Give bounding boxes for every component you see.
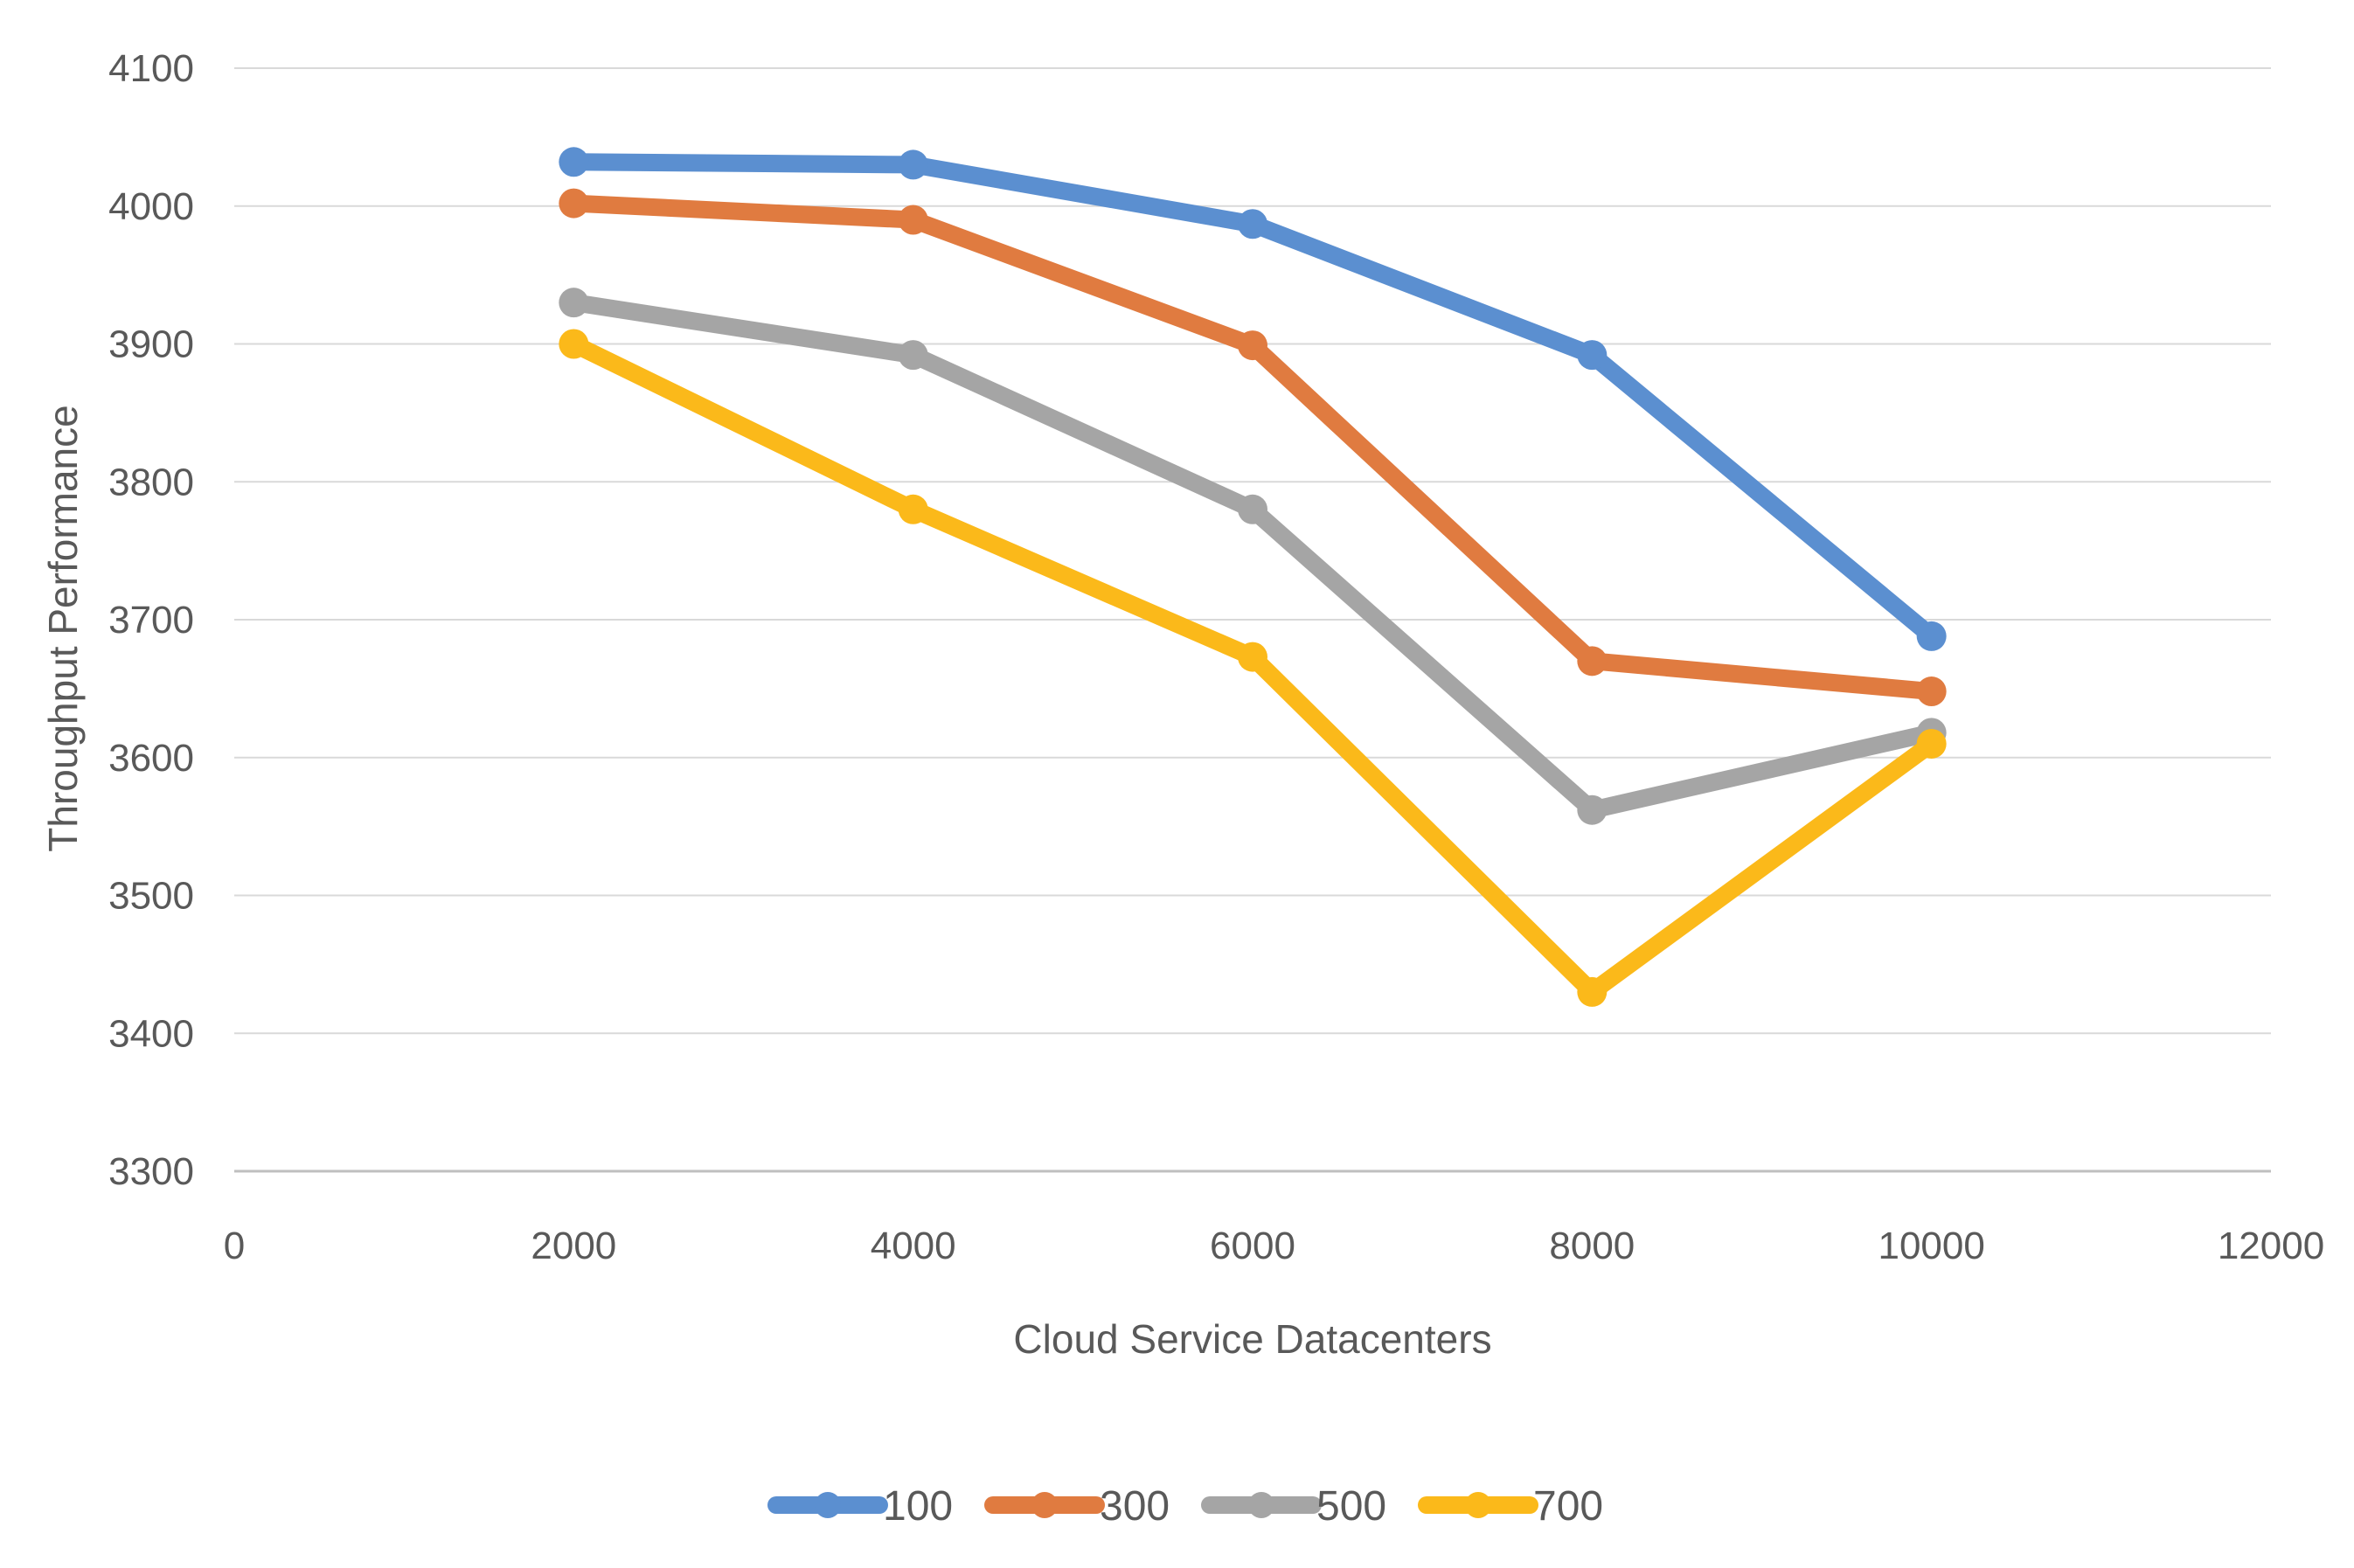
- data-point-300-4000: [898, 205, 928, 235]
- y-tick-label-3600: 3600: [108, 737, 194, 780]
- data-point-300-2000: [559, 188, 589, 219]
- data-point-700-8000: [1577, 976, 1608, 1007]
- legend-label-300: 300: [1100, 1483, 1170, 1530]
- y-tick-label-4000: 4000: [108, 185, 194, 228]
- data-point-500-2000: [559, 288, 589, 318]
- data-point-500-4000: [898, 340, 928, 371]
- series-700: [559, 329, 1947, 1007]
- data-point-100-8000: [1577, 340, 1608, 371]
- y-tick-label-3300: 3300: [108, 1150, 194, 1193]
- x-tick-label-0: 0: [224, 1225, 245, 1267]
- legend-item-700: 700: [1418, 1483, 1603, 1530]
- legend-label-100: 100: [883, 1483, 953, 1530]
- legend-marker-700: [1465, 1492, 1491, 1518]
- legend-item-300: 300: [984, 1483, 1170, 1530]
- legend-item-100: 100: [767, 1483, 953, 1530]
- data-point-700-2000: [559, 329, 589, 359]
- x-tick-label-4000: 4000: [871, 1225, 956, 1267]
- y-axis-title: Throughput Performance: [40, 405, 86, 851]
- legend-label-700: 700: [1533, 1483, 1603, 1530]
- data-point-500-6000: [1238, 494, 1267, 524]
- data-point-700-6000: [1238, 642, 1267, 672]
- data-point-100-10000: [1916, 621, 1947, 651]
- x-tick-label-12000: 12000: [2218, 1225, 2324, 1267]
- y-tick-label-3400: 3400: [108, 1012, 194, 1055]
- x-tick-label-6000: 6000: [1210, 1225, 1295, 1267]
- y-tick-label-3900: 3900: [108, 323, 194, 366]
- x-tick-label-10000: 10000: [1878, 1225, 1984, 1267]
- y-tick-label-3500: 3500: [108, 875, 194, 918]
- series-300: [559, 188, 1947, 707]
- legend-label-500: 500: [1316, 1483, 1386, 1530]
- x-tick-label-2000: 2000: [531, 1225, 616, 1267]
- data-point-100-6000: [1238, 209, 1267, 239]
- x-axis-ticks: 0 2000 4000 6000 8000 10000 12000: [224, 1225, 2324, 1267]
- series-lines: [559, 147, 1947, 1007]
- data-point-100-2000: [559, 147, 589, 177]
- series-500: [559, 288, 1947, 825]
- legend-marker-500: [1248, 1492, 1274, 1518]
- y-axis-ticks: 3300 3400 3500 3600 3700 3800 3900 4000 4100: [108, 47, 194, 1193]
- data-point-700-4000: [898, 494, 928, 524]
- x-axis-title: Cloud Service Datacenters: [1013, 1316, 1491, 1362]
- legend-item-500: 500: [1201, 1483, 1386, 1530]
- data-point-100-4000: [898, 149, 928, 180]
- data-point-700-10000: [1916, 728, 1947, 759]
- data-point-300-8000: [1577, 646, 1608, 676]
- series-100: [559, 147, 1947, 651]
- legend: 100 300 500 700: [767, 1483, 1603, 1530]
- y-tick-label-4100: 4100: [108, 47, 194, 90]
- data-point-300-10000: [1916, 676, 1947, 707]
- legend-marker-100: [815, 1492, 841, 1518]
- series-line-500: [565, 294, 1941, 819]
- data-point-500-8000: [1577, 794, 1608, 825]
- y-tick-label-3800: 3800: [108, 461, 194, 503]
- y-tick-label-3700: 3700: [108, 599, 194, 642]
- x-tick-label-8000: 8000: [1549, 1225, 1635, 1267]
- data-point-300-6000: [1238, 330, 1267, 361]
- legend-marker-300: [1031, 1492, 1058, 1518]
